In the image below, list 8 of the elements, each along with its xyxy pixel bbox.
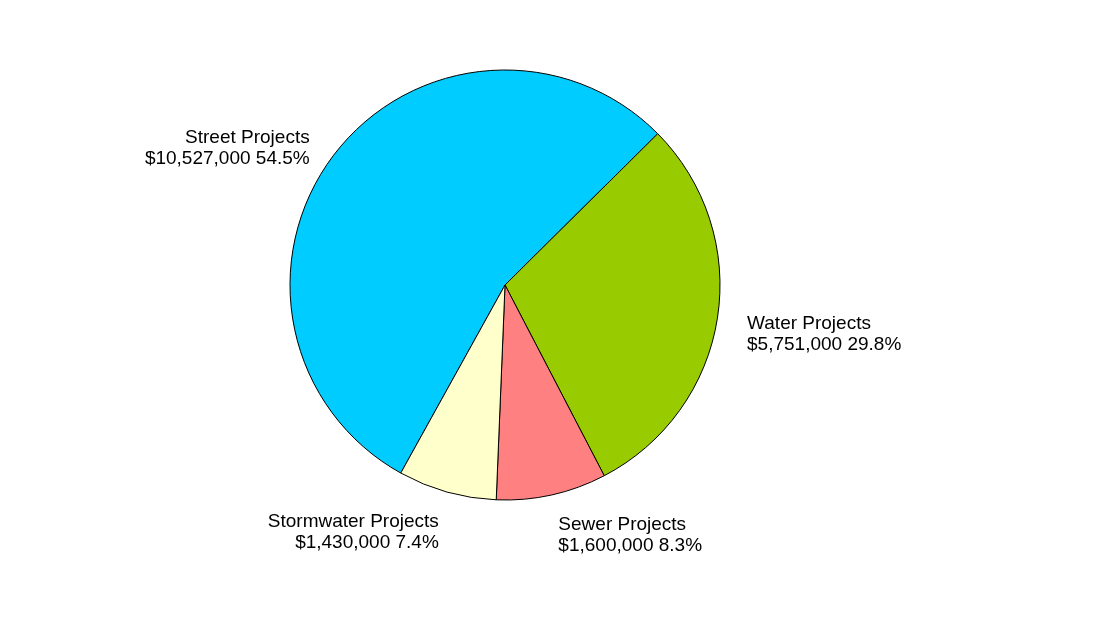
data-label: $5,751,000 29.8% xyxy=(747,332,902,354)
data-label: $1,600,000 8.3% xyxy=(558,534,703,556)
slice-label: Stormwater Projects xyxy=(267,509,439,531)
data-label: $1,430,000 7.4% xyxy=(295,530,439,552)
slice-label: Water Projects xyxy=(747,311,871,333)
data-label: $10,527,000 54.5% xyxy=(144,147,310,169)
slice-label: Street Projects xyxy=(185,126,310,148)
slice-label: Sewer Projects xyxy=(558,513,687,535)
